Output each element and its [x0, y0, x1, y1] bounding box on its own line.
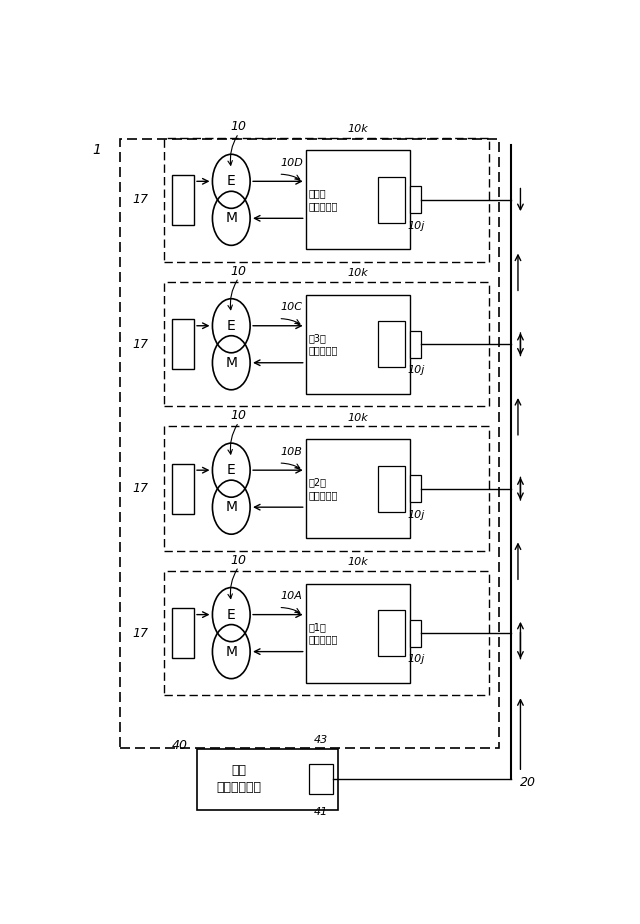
Text: E: E	[227, 175, 236, 188]
Bar	[410, 475, 420, 503]
Bar	[378, 610, 405, 656]
Text: 40: 40	[172, 739, 188, 752]
Bar	[306, 295, 410, 394]
Text: 10j: 10j	[408, 221, 425, 231]
Bar	[410, 331, 420, 358]
Text: 17: 17	[132, 626, 148, 639]
Text: 10j: 10j	[408, 365, 425, 375]
Text: 10j: 10j	[408, 654, 425, 664]
Text: 第3の
駆動制御部: 第3の 駆動制御部	[308, 333, 337, 356]
Bar	[164, 426, 489, 551]
Text: 17: 17	[132, 482, 148, 495]
Text: 10B: 10B	[281, 446, 303, 456]
Text: 10: 10	[231, 120, 247, 133]
Text: 1: 1	[92, 142, 101, 156]
Bar	[378, 466, 405, 512]
Text: E: E	[227, 608, 236, 622]
Bar	[306, 151, 410, 249]
Bar	[410, 187, 420, 213]
Text: 43: 43	[314, 736, 328, 746]
Text: 第2の
駆動制御部: 第2の 駆動制御部	[308, 478, 337, 500]
Text: 10k: 10k	[348, 413, 368, 422]
Bar	[164, 571, 489, 696]
Bar	[172, 464, 194, 514]
Bar	[306, 584, 410, 683]
Text: 10k: 10k	[348, 268, 368, 278]
Bar	[196, 749, 338, 809]
Bar	[306, 439, 410, 538]
Text: M: M	[225, 500, 237, 514]
Text: 17: 17	[132, 338, 148, 351]
Bar	[120, 140, 499, 748]
Text: M: M	[225, 645, 237, 659]
Bar	[164, 282, 489, 407]
Text: 10C: 10C	[281, 302, 303, 312]
Bar	[378, 322, 405, 368]
Text: E: E	[227, 463, 236, 477]
Text: E: E	[227, 319, 236, 333]
Text: 10: 10	[231, 553, 247, 566]
Text: 10: 10	[231, 409, 247, 422]
Text: 10k: 10k	[348, 124, 368, 134]
Bar	[172, 320, 194, 370]
Bar	[309, 764, 333, 795]
Text: 10A: 10A	[281, 591, 303, 601]
Text: 41: 41	[314, 808, 328, 817]
Text: 17: 17	[132, 193, 148, 206]
Text: M: M	[225, 212, 237, 225]
Text: 最終の
駆動制御部: 最終の 駆動制御部	[308, 188, 337, 211]
Text: 10D: 10D	[281, 158, 304, 167]
Text: 20: 20	[520, 776, 536, 789]
Text: 中央
コントローラ: 中央 コントローラ	[216, 764, 262, 795]
Text: 第1の
駆動制御部: 第1の 駆動制御部	[308, 622, 337, 644]
Bar	[378, 176, 405, 223]
Bar	[410, 620, 420, 647]
Text: 10k: 10k	[348, 557, 368, 567]
Bar	[164, 138, 489, 262]
Text: 10: 10	[231, 265, 247, 278]
Text: M: M	[225, 356, 237, 370]
Bar	[172, 608, 194, 658]
Bar	[172, 175, 194, 225]
Text: 10j: 10j	[408, 510, 425, 520]
